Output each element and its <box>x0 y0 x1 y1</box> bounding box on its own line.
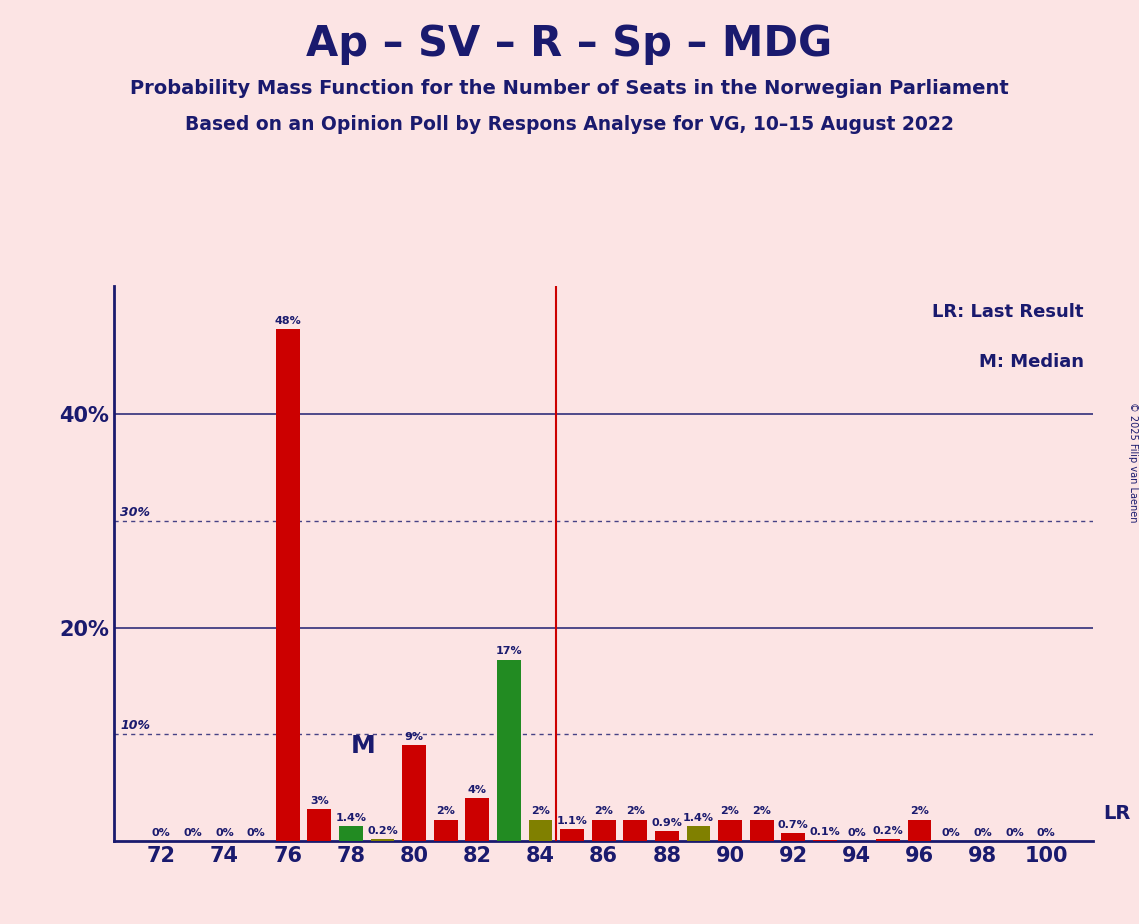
Bar <box>528 820 552 841</box>
Bar <box>434 820 458 841</box>
Text: 2%: 2% <box>752 807 771 816</box>
Bar <box>876 839 900 841</box>
Text: 0.7%: 0.7% <box>778 821 809 830</box>
Text: M: M <box>351 735 376 759</box>
Text: 17%: 17% <box>495 647 522 656</box>
Bar <box>339 826 362 841</box>
Text: M: Median: M: Median <box>978 353 1083 371</box>
Text: 2%: 2% <box>721 807 739 816</box>
Bar <box>655 832 679 841</box>
Text: 1.4%: 1.4% <box>335 813 367 822</box>
Text: 0%: 0% <box>215 828 233 838</box>
Text: Ap – SV – R – Sp – MDG: Ap – SV – R – Sp – MDG <box>306 23 833 65</box>
Text: 0%: 0% <box>183 828 203 838</box>
Text: 2%: 2% <box>595 807 613 816</box>
Text: 2%: 2% <box>531 807 550 816</box>
Text: © 2025 Filip van Laenen: © 2025 Filip van Laenen <box>1129 402 1138 522</box>
Text: 0.2%: 0.2% <box>367 825 398 835</box>
Bar <box>276 329 300 841</box>
Bar <box>402 745 426 841</box>
Text: 0%: 0% <box>974 828 992 838</box>
Text: 2%: 2% <box>910 807 929 816</box>
Bar <box>781 833 805 841</box>
Text: 2%: 2% <box>625 807 645 816</box>
Text: 1.4%: 1.4% <box>683 813 714 822</box>
Text: 10%: 10% <box>121 719 150 732</box>
Bar <box>592 820 615 841</box>
Text: 4%: 4% <box>468 785 486 795</box>
Text: 0%: 0% <box>1005 828 1024 838</box>
Text: 2%: 2% <box>436 807 456 816</box>
Bar <box>687 826 711 841</box>
Bar <box>466 798 489 841</box>
Bar <box>719 820 741 841</box>
Bar <box>308 808 331 841</box>
Text: 9%: 9% <box>404 732 424 742</box>
Text: 30%: 30% <box>121 505 150 519</box>
Text: 3%: 3% <box>310 796 329 806</box>
Bar <box>560 829 584 841</box>
Text: Probability Mass Function for the Number of Seats in the Norwegian Parliament: Probability Mass Function for the Number… <box>130 79 1009 98</box>
Text: 0.2%: 0.2% <box>872 825 903 835</box>
Text: 0%: 0% <box>1036 828 1056 838</box>
Bar <box>623 820 647 841</box>
Text: 0%: 0% <box>247 828 265 838</box>
Text: LR: Last Result: LR: Last Result <box>932 303 1083 321</box>
Text: 48%: 48% <box>274 316 301 326</box>
Text: 0%: 0% <box>151 828 171 838</box>
Text: 0.1%: 0.1% <box>810 827 841 836</box>
Text: 0%: 0% <box>847 828 866 838</box>
Text: Based on an Opinion Poll by Respons Analyse for VG, 10–15 August 2022: Based on an Opinion Poll by Respons Anal… <box>185 116 954 135</box>
Text: LR: LR <box>1104 804 1131 822</box>
Bar <box>370 839 394 841</box>
Bar <box>813 840 837 841</box>
Bar <box>497 660 521 841</box>
Text: 1.1%: 1.1% <box>557 816 588 826</box>
Bar <box>749 820 773 841</box>
Text: 0.9%: 0.9% <box>652 818 682 828</box>
Bar <box>908 820 932 841</box>
Text: 0%: 0% <box>942 828 960 838</box>
